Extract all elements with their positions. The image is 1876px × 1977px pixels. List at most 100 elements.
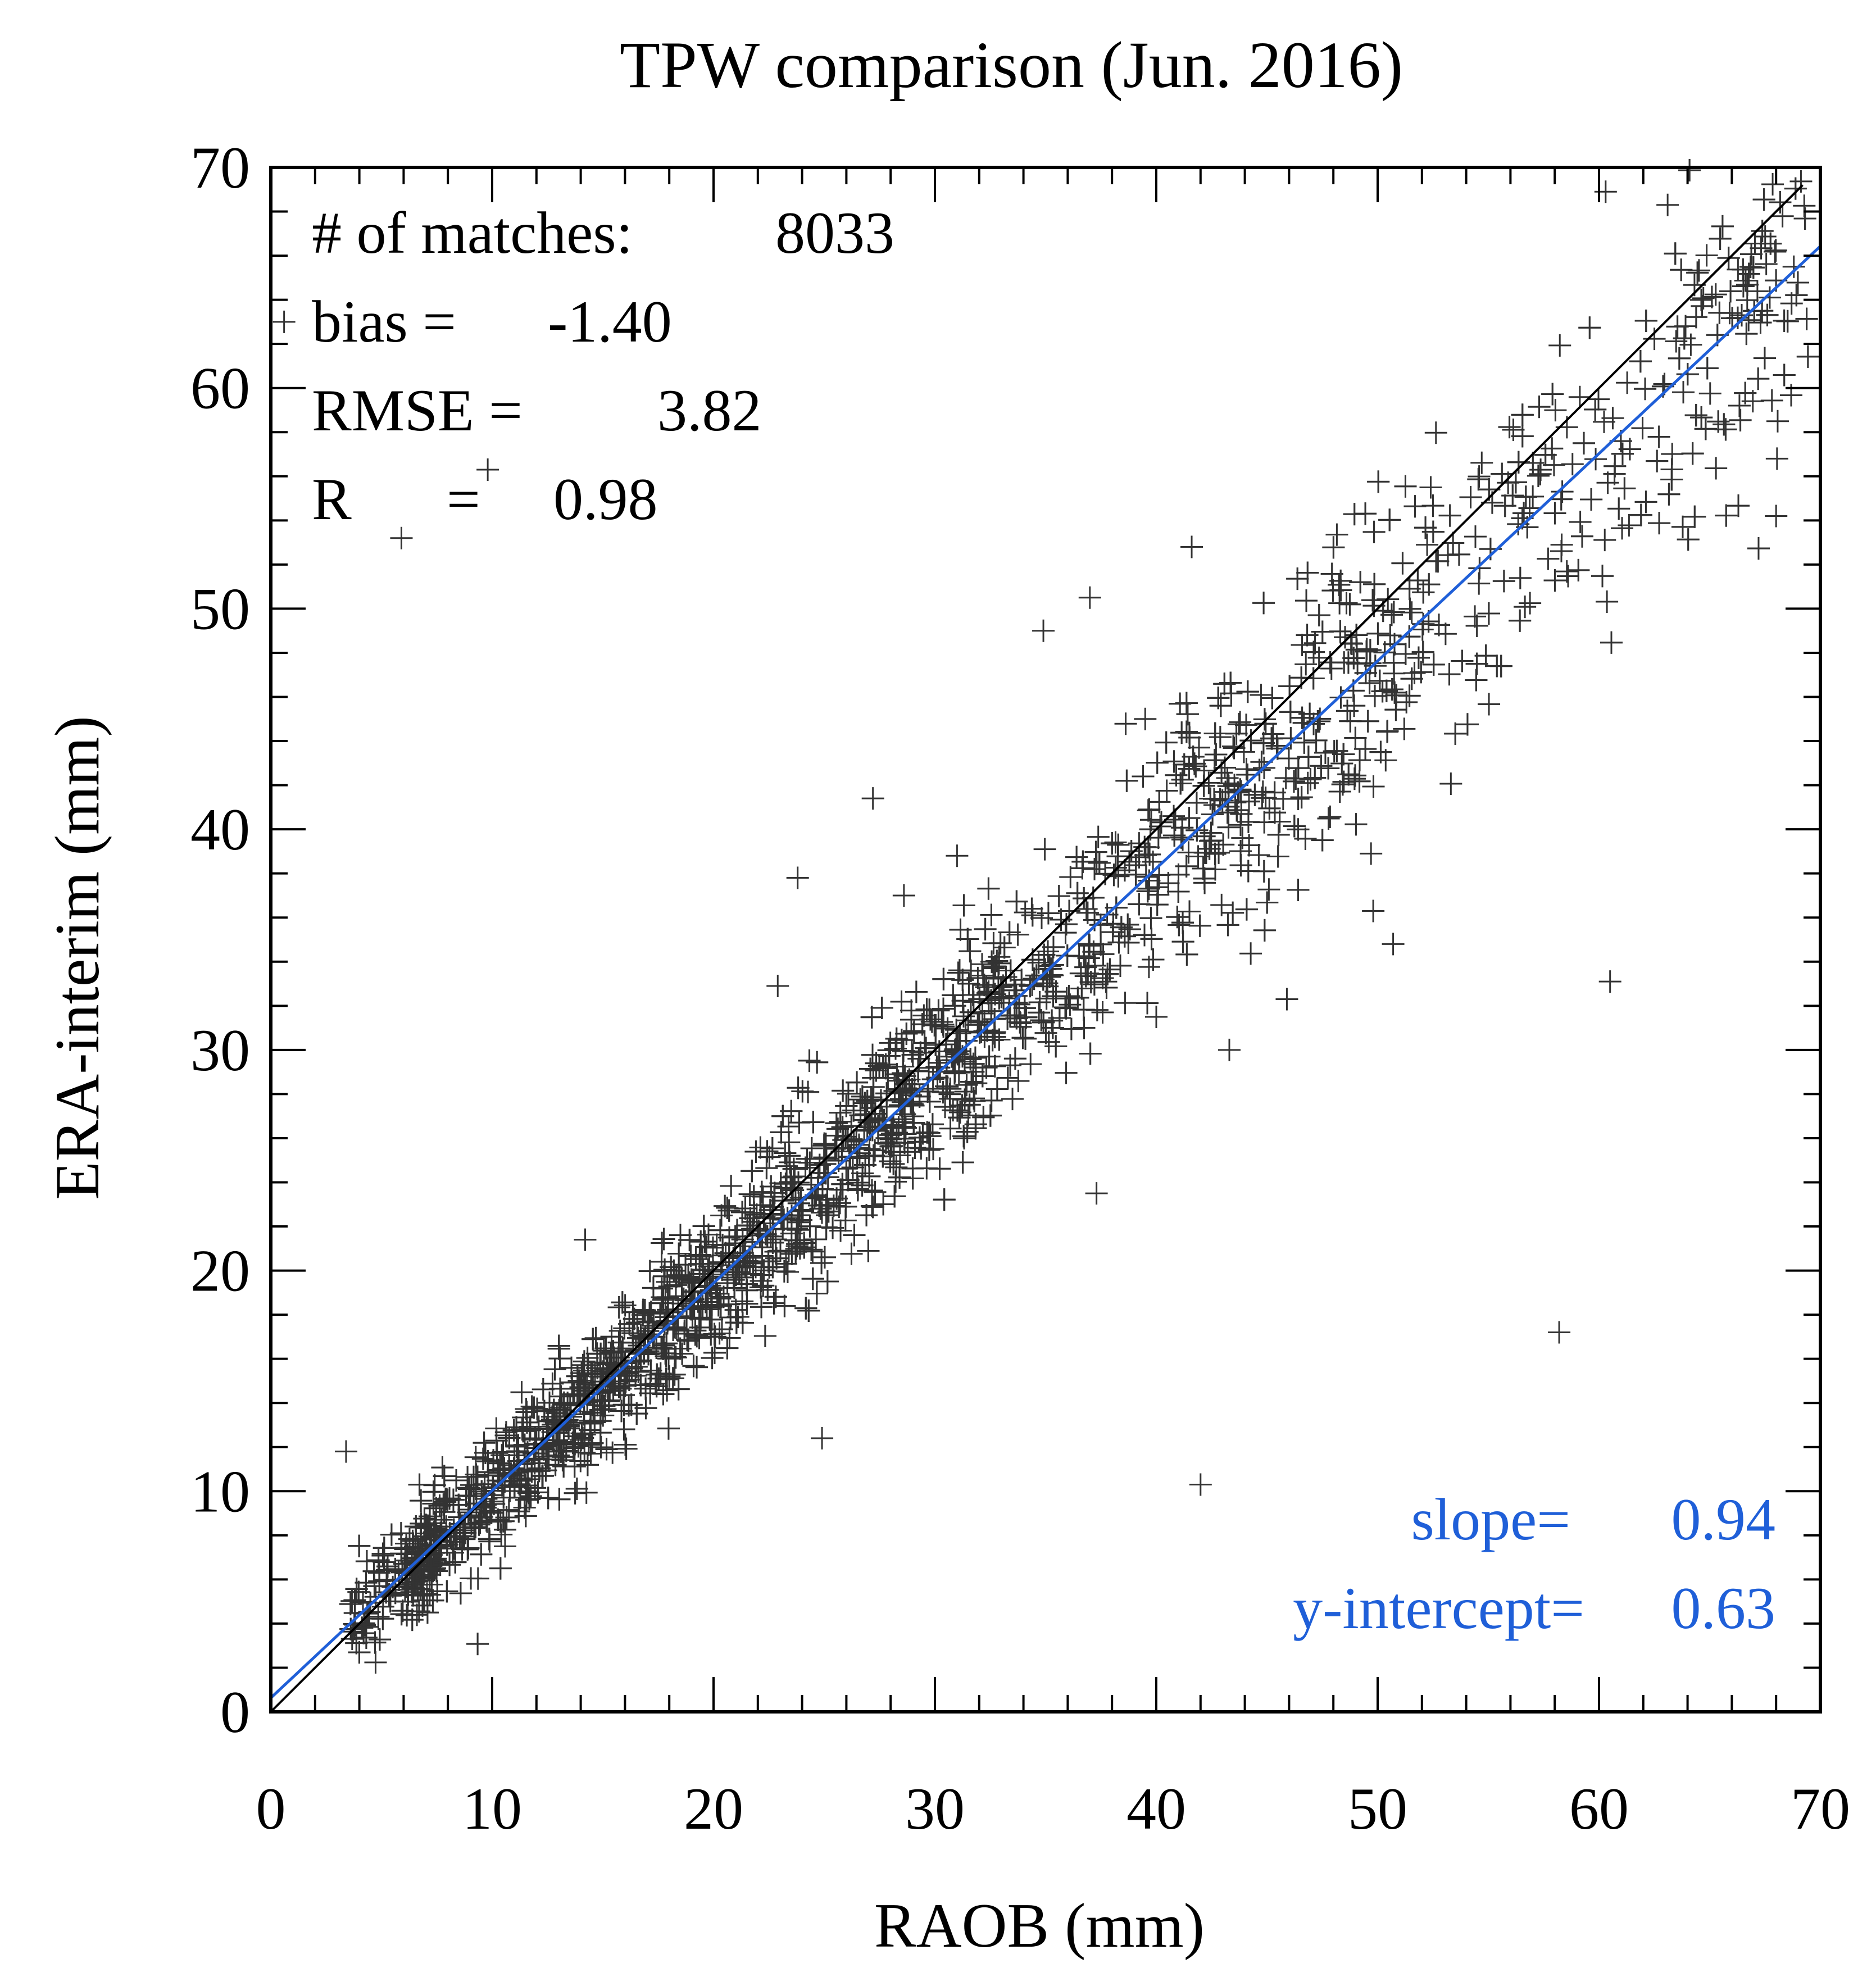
scatter-point (1065, 846, 1088, 869)
outlier-point (766, 974, 789, 997)
scatter-point (971, 1002, 994, 1025)
scatter-point (1102, 863, 1125, 887)
scatter-point (466, 1633, 489, 1656)
scatter-point (787, 1076, 810, 1099)
scatter-point (607, 1375, 630, 1398)
scatter-point (1260, 727, 1283, 750)
scatter-point (726, 1306, 750, 1329)
scatter-point (1279, 701, 1302, 724)
scatter-point (831, 1172, 854, 1196)
scatter-point (396, 1604, 419, 1627)
scatter-point (1379, 624, 1402, 647)
scatter-point (1066, 881, 1089, 905)
scatter-point (1157, 872, 1180, 895)
scatter-point (1600, 631, 1623, 654)
scatter-point (724, 1225, 747, 1248)
scatter-point (487, 1458, 510, 1481)
scatter-point (1601, 407, 1624, 430)
scatter-point (829, 1110, 852, 1133)
scatter-point (985, 1078, 1009, 1101)
scatter-point (716, 1337, 739, 1360)
x-tick-label: 60 (1569, 1776, 1629, 1842)
slope-value: 0.94 (1671, 1487, 1776, 1552)
scatter-point (1771, 204, 1794, 228)
scatter-point (1178, 757, 1201, 780)
scatter-point (1728, 394, 1751, 417)
scatter-point (1252, 592, 1275, 615)
scatter-point (1059, 866, 1082, 889)
scatter-point (1113, 859, 1136, 882)
scatter-point (1711, 215, 1734, 238)
scatter-point (1591, 565, 1614, 588)
scatter-point (861, 1088, 884, 1111)
scatter-point (1749, 311, 1772, 334)
scatter-point (857, 1239, 880, 1262)
scatter-point (1647, 425, 1670, 448)
scatter-point (1338, 593, 1361, 616)
outlier-point (1032, 619, 1055, 642)
scatter-point (1084, 840, 1107, 863)
scatter-point (813, 1132, 836, 1155)
scatter-point (1464, 605, 1487, 628)
scatter-point (1034, 1021, 1057, 1044)
scatter-point (952, 1125, 975, 1148)
scatter-point (1015, 1006, 1038, 1029)
scatter-point (1311, 829, 1334, 852)
scatter-point (880, 1131, 903, 1154)
scatter-point (998, 921, 1021, 944)
scatter-point (1266, 845, 1289, 868)
scatter-point (882, 1140, 905, 1164)
scatter-point (1188, 736, 1211, 759)
scatter-point (1434, 622, 1457, 646)
scatter-point (490, 1523, 513, 1546)
scatter-point (1451, 649, 1474, 672)
outlier-point (1765, 505, 1788, 528)
scatter-point (519, 1484, 542, 1507)
outlier-point (786, 866, 809, 889)
scatter-point (858, 1165, 881, 1188)
scatter-point (495, 1506, 518, 1529)
scatter-point (1163, 824, 1186, 847)
scatter-point (883, 1185, 906, 1208)
scatter-point (1011, 1026, 1034, 1049)
scatter-point (1403, 662, 1426, 685)
scatter-point (610, 1340, 633, 1364)
scatter-point (490, 1474, 514, 1497)
scatter-point (708, 1219, 732, 1242)
scatter-point (1320, 562, 1343, 585)
scatter-point (1139, 907, 1162, 930)
scatter-point (1253, 708, 1276, 731)
scatter-point (1709, 227, 1732, 250)
y-intercept-value: 0.63 (1671, 1575, 1776, 1641)
scatter-point (874, 1053, 897, 1076)
scatter-point (1213, 672, 1236, 696)
scatter-point (1200, 821, 1223, 844)
scatter-point (1780, 292, 1803, 315)
scatter-point (595, 1438, 618, 1461)
scatter-point (1079, 1042, 1102, 1065)
scatter-point (966, 1014, 989, 1037)
scatter-point (384, 1581, 407, 1605)
scatter-point (962, 990, 985, 1014)
scatter-point (410, 1489, 433, 1512)
scatter-point (1137, 877, 1160, 900)
scatter-point (753, 1324, 776, 1347)
scatter-point (1501, 484, 1524, 507)
scatter-point (534, 1459, 557, 1482)
scatter-point (423, 1474, 446, 1497)
scatter-point (943, 994, 966, 1017)
scatter-point (1502, 418, 1525, 441)
scatter-point (633, 1342, 655, 1365)
scatter-point (1504, 471, 1527, 494)
scatter-point (1384, 698, 1407, 721)
scatter-point (1003, 1047, 1026, 1070)
scatter-point (1073, 945, 1096, 968)
scatter-point (1519, 592, 1542, 615)
scatter-point (689, 1230, 712, 1253)
scatter-point (537, 1410, 560, 1433)
scatter-point (1679, 333, 1702, 356)
outlier-point (1548, 1321, 1571, 1344)
scatter-point (1514, 485, 1537, 508)
scatter-point (1320, 657, 1343, 680)
scatter-point (1254, 712, 1277, 735)
